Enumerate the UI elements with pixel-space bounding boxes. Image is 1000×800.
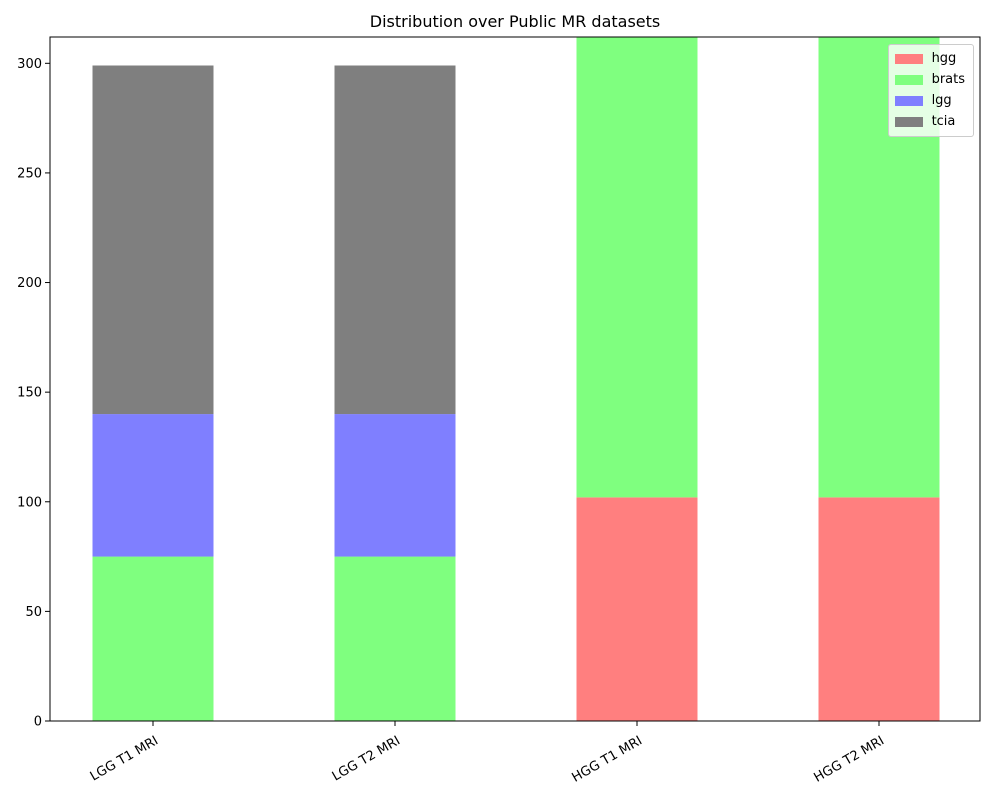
legend: hgg brats lgg tcia (887, 44, 974, 137)
y-tick-label: 300 (17, 57, 42, 72)
y-axis: 0 50 100 150 200 250 300 (17, 57, 50, 730)
legend-item-brats: brats (894, 69, 965, 90)
bar-brats-2 (576, 37, 698, 498)
y-tick-label: 100 (17, 495, 42, 510)
legend-swatch (894, 116, 923, 127)
legend-label: brats (931, 72, 965, 87)
plot-frame (49, 36, 981, 722)
y-tick-label: 50 (25, 605, 42, 620)
bar-tcia-1 (334, 65, 456, 415)
legend-item-hgg: hgg (894, 48, 965, 69)
x-tick-label: HGG T1 MRI (570, 733, 645, 785)
legend-label: tcia (931, 114, 956, 129)
x-axis: LGG T1 MRI LGG T2 MRI HGG T1 MRI HGG T2 MRI (88, 721, 887, 786)
legend-item-tcia: tcia (894, 111, 965, 132)
y-tick-label: 250 (17, 166, 42, 181)
bar-tcia-0 (92, 65, 214, 415)
bar-lgg-0 (92, 414, 214, 557)
legend-swatch (894, 95, 923, 106)
legend-label: lgg (931, 93, 952, 108)
legend-swatch (894, 53, 923, 64)
bar-brats-1 (334, 556, 456, 721)
chart-title: Distribution over Public MR datasets (369, 12, 661, 31)
bar-hgg-3 (818, 497, 940, 721)
y-tick-label: 200 (17, 276, 42, 291)
legend-item-lgg: lgg (894, 90, 965, 111)
bar-hgg-2 (576, 497, 698, 721)
bars-layer (92, 37, 940, 721)
y-tick-label: 150 (17, 386, 42, 401)
x-tick-label: LGG T2 MRI (330, 733, 403, 784)
y-tick-label: 0 (34, 715, 42, 730)
bar-lgg-1 (334, 414, 456, 557)
legend-label: hgg (931, 51, 957, 66)
bar-brats-0 (92, 556, 214, 721)
legend-swatch (894, 74, 923, 85)
x-tick-label: LGG T1 MRI (88, 733, 161, 784)
x-tick-label: HGG T2 MRI (812, 733, 887, 785)
